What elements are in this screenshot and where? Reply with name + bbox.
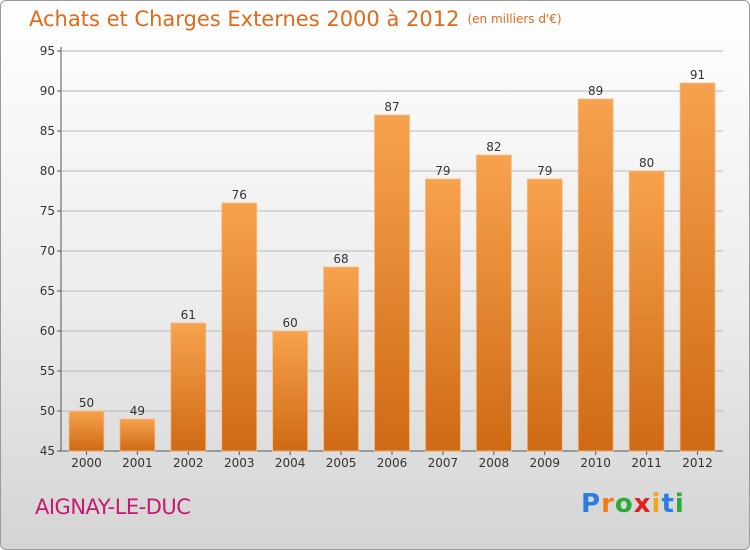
data-label: 68 <box>333 252 348 266</box>
bar <box>68 410 105 452</box>
bar <box>170 322 207 452</box>
y-tick-label: 70 <box>40 244 55 258</box>
data-label: 60 <box>283 316 298 330</box>
proxiti-logo[interactable]: Proxiti <box>581 489 685 519</box>
data-label: 80 <box>639 156 654 170</box>
data-label: 89 <box>588 84 603 98</box>
logo-letter: t <box>661 489 675 519</box>
bar <box>679 82 716 452</box>
y-tick-label: 90 <box>40 84 55 98</box>
data-label: 79 <box>537 164 552 178</box>
x-tick-label: 2011 <box>631 456 662 470</box>
x-tick-label: 2002 <box>173 456 204 470</box>
x-tick-label: 2000 <box>71 456 102 470</box>
x-tick-label: 2012 <box>682 456 713 470</box>
y-tick-label: 65 <box>40 284 55 298</box>
data-label: 76 <box>232 188 247 202</box>
data-label: 91 <box>690 68 705 82</box>
logo-letter: r <box>601 489 615 519</box>
data-label: 79 <box>435 164 450 178</box>
bar <box>425 178 461 452</box>
logo-letter: i <box>651 489 662 519</box>
data-label: 82 <box>486 140 501 154</box>
chart-title-text: Achats et Charges Externes 2000 à 2012 <box>29 7 460 31</box>
y-tick-label: 50 <box>40 404 55 418</box>
data-label: 49 <box>130 404 145 418</box>
logo-letter: i <box>674 489 685 519</box>
bar <box>272 330 309 452</box>
bar <box>374 114 410 452</box>
logo-letter: P <box>581 489 602 519</box>
logo-letter: x <box>633 489 652 519</box>
bar <box>323 266 359 452</box>
bars <box>68 82 716 452</box>
bar <box>119 418 156 452</box>
y-tick-label: 60 <box>40 324 55 338</box>
bar <box>526 178 563 452</box>
x-tick-label: 2001 <box>122 456 153 470</box>
y-tick-label: 95 <box>40 44 55 58</box>
data-label: 87 <box>384 100 399 114</box>
bar <box>577 98 614 452</box>
x-tick-label: 2009 <box>529 456 560 470</box>
data-label: 61 <box>181 308 196 322</box>
x-tick-label: 2006 <box>377 456 408 470</box>
x-tick-label: 2008 <box>479 456 510 470</box>
bar <box>628 170 665 452</box>
data-labels: 50 49 61 76 60 68 87 79 82 79 89 80 91 <box>79 68 705 418</box>
x-tick-label: 2010 <box>580 456 611 470</box>
chart-title: Achats et Charges Externes 2000 à 2012 (e… <box>29 7 562 31</box>
logo-letter: o <box>614 489 634 519</box>
commune-name: AIGNAY-LE-DUC <box>35 495 191 519</box>
x-tick-label: 2007 <box>428 456 459 470</box>
x-tick-label: 2003 <box>224 456 255 470</box>
y-tick-label: 75 <box>40 204 55 218</box>
bar <box>221 202 258 452</box>
x-tick-label: 2005 <box>326 456 357 470</box>
x-tick-label: 2004 <box>275 456 306 470</box>
y-tick-label: 45 <box>40 444 55 458</box>
y-tick-label: 55 <box>40 364 55 378</box>
bar <box>475 154 512 452</box>
chart-unit-label: (en milliers d'€) <box>467 12 562 26</box>
y-tick-label: 80 <box>40 164 55 178</box>
data-label: 50 <box>79 396 94 410</box>
y-tick-label: 85 <box>40 124 55 138</box>
